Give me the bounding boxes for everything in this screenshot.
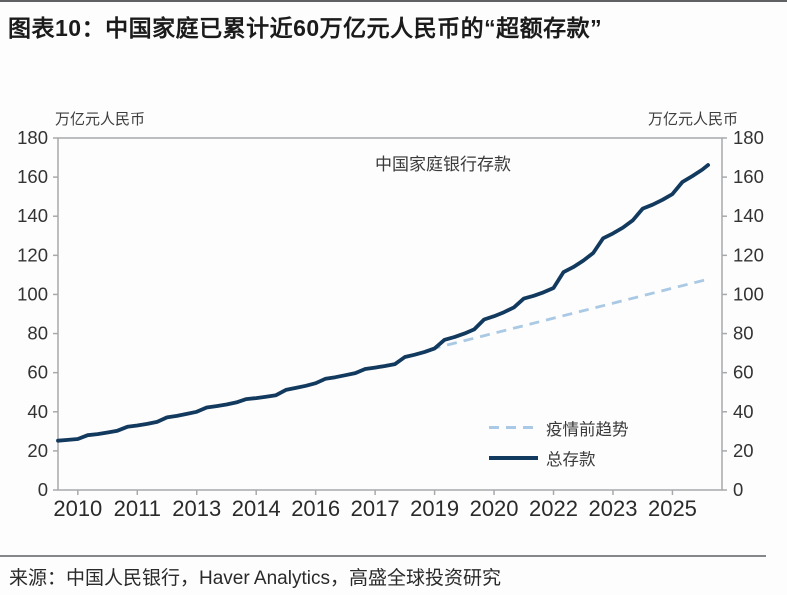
- left-axis-unit-label: 万亿元人民币: [55, 111, 146, 128]
- y-tick-label-right: 140: [733, 205, 764, 226]
- x-tick-label: 2017: [351, 496, 400, 521]
- right-axis-unit-label: 万亿元人民币: [647, 111, 738, 128]
- y-tick-label-left: 180: [17, 127, 48, 148]
- in-chart-annotation: 中国家庭银行存款: [375, 155, 511, 174]
- y-tick-label-left: 20: [27, 440, 48, 461]
- legend-item-trend: 疫情前趋势: [489, 417, 629, 439]
- top-rule: [0, 0, 787, 2]
- x-tick-label: 2023: [589, 496, 638, 521]
- x-tick-label: 2020: [470, 496, 519, 521]
- legend: 疫情前趋势 总存款: [489, 417, 629, 477]
- y-tick-label-right: 160: [733, 166, 764, 187]
- chart-title: 图表10：中国家庭已累计近60万亿元人民币的“超额存款”: [8, 15, 603, 41]
- y-tick-label-left: 120: [17, 244, 48, 265]
- y-tick-label-left: 140: [17, 205, 48, 226]
- y-tick-label-right: 60: [733, 362, 754, 383]
- y-tick-label-right: 40: [733, 401, 754, 422]
- x-tick-label: 2019: [410, 496, 459, 521]
- legend-label-trend: 疫情前趋势: [546, 420, 629, 439]
- x-tick-label: 2014: [232, 496, 281, 521]
- y-tick-label-left: 100: [17, 283, 48, 304]
- x-tick-label: 2016: [291, 496, 340, 521]
- total-deposits-series: [56, 163, 710, 443]
- y-tick-label-right: 180: [733, 127, 764, 148]
- y-tick-label-right: 0: [733, 479, 743, 500]
- bottom-rule: [0, 555, 766, 557]
- x-tick-label: 2022: [529, 496, 578, 521]
- legend-item-total-deposits: 总存款: [489, 447, 629, 469]
- y-tick-label-right: 100: [733, 283, 764, 304]
- total-deposits-line-swatch: [489, 455, 538, 460]
- x-tick-label: 2025: [648, 496, 697, 521]
- y-tick-label-left: 60: [27, 362, 48, 383]
- y-tick-label-left: 80: [27, 323, 48, 344]
- y-tick-label-left: 0: [38, 479, 48, 500]
- trend-dashed-line-swatch: [489, 426, 538, 429]
- x-tick-label: 2010: [53, 496, 102, 521]
- y-tick-label-right: 120: [733, 244, 764, 265]
- y-tick-label-right: 80: [733, 323, 754, 344]
- trend-line-series: [430, 277, 709, 351]
- plot-frame: [57, 137, 723, 491]
- legend-label-total-deposits: 总存款: [546, 450, 596, 469]
- source-line: 来源：中国人民银行，Haver Analytics，高盛全球投资研究: [9, 568, 501, 589]
- y-tick-label-left: 160: [17, 166, 48, 187]
- y-tick-label-right: 20: [733, 440, 754, 461]
- x-tick-label: 2013: [172, 496, 221, 521]
- y-tick-label-left: 40: [27, 401, 48, 422]
- x-tick-label: 2011: [114, 496, 161, 521]
